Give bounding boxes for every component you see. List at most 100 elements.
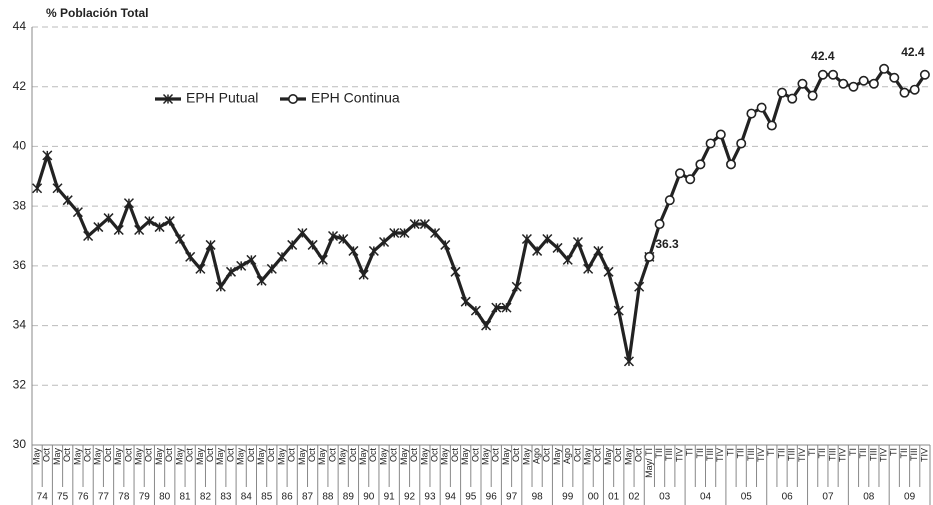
point: [154, 222, 165, 233]
point: [42, 150, 53, 161]
data-label: 42.4: [811, 49, 835, 63]
x-tick-label: TI: [848, 448, 858, 456]
group-label: 86: [282, 492, 294, 503]
x-tick-label: TIII: [746, 448, 756, 461]
x-tick-label: Oct: [613, 448, 623, 463]
point: [879, 63, 890, 74]
point: [287, 239, 298, 250]
point: [103, 213, 114, 224]
x-tick-label: TIV: [715, 448, 725, 462]
x-tick-label: TI: [766, 448, 776, 456]
point: [726, 159, 737, 170]
group-label: 77: [98, 492, 110, 503]
x-tick-label: TII: [736, 448, 746, 459]
group-label: 87: [302, 492, 314, 503]
series-line: [647, 67, 927, 258]
x-tick-label: May: [195, 448, 205, 466]
point: [338, 233, 349, 245]
x-tick-label: Oct: [429, 448, 439, 463]
point: [674, 168, 685, 179]
point: [32, 183, 43, 194]
x-tick-label: May: [440, 448, 450, 466]
x-tick-label: Oct: [572, 448, 582, 463]
point: [848, 81, 859, 92]
point: [215, 281, 226, 292]
point: [756, 102, 767, 113]
x-tick-label: TIV: [674, 448, 684, 462]
y-tick-label: 32: [13, 377, 27, 391]
point: [368, 245, 379, 256]
point: [409, 219, 420, 230]
group-label: 79: [139, 492, 151, 503]
group-label: 02: [629, 492, 641, 503]
x-tick-label: May: [460, 448, 470, 466]
point: [521, 233, 532, 245]
x-tick-label: May: [52, 448, 62, 466]
point: [593, 245, 604, 256]
y-tick-label: 30: [13, 437, 27, 451]
x-tick-label: TII: [654, 448, 664, 459]
x-tick-label: May: [399, 448, 409, 466]
point: [379, 236, 390, 248]
x-tick-label: Oct: [511, 448, 521, 463]
group-label: 74: [37, 492, 49, 503]
group-label: 82: [200, 492, 212, 503]
group-label: 04: [700, 492, 712, 503]
x-tick-label: Oct: [103, 448, 113, 463]
x-tick-label: May: [501, 448, 511, 466]
point: [287, 94, 298, 105]
x-tick-label: May: [583, 448, 593, 466]
x-tick-label: Oct: [450, 448, 460, 463]
x-tick-label: Oct: [409, 448, 419, 463]
x-tick-label: TIV: [838, 448, 848, 462]
point: [889, 72, 900, 83]
x-tick-label: Oct: [287, 448, 297, 463]
point: [399, 227, 410, 239]
x-tick-label: May: [174, 448, 184, 466]
group-label: 03: [659, 492, 671, 503]
point: [174, 233, 185, 245]
point: [307, 239, 318, 250]
point: [134, 224, 145, 236]
point: [572, 236, 583, 248]
point: [787, 93, 798, 104]
point: [430, 227, 441, 239]
x-tick-label: Oct: [634, 448, 644, 463]
group-label: 85: [261, 492, 273, 503]
group-label: 81: [180, 492, 192, 503]
point: [266, 263, 277, 274]
group-label: 75: [57, 492, 69, 503]
x-tick-label: Oct: [266, 448, 276, 463]
point: [185, 251, 196, 262]
point: [695, 159, 706, 170]
group-label: 80: [159, 492, 171, 503]
point: [450, 266, 461, 277]
point: [868, 78, 879, 89]
x-tick-label: Ago: [562, 448, 572, 464]
x-tick-label: Oct: [42, 448, 52, 463]
point: [838, 78, 849, 89]
y-axis-title: % Población Total: [46, 6, 148, 20]
point: [705, 138, 716, 149]
group-label: 94: [445, 492, 457, 503]
x-tick-label: May: [236, 448, 246, 466]
point: [685, 174, 696, 185]
x-tick-label: Oct: [164, 448, 174, 463]
x-tick-label: May: [521, 448, 531, 466]
point: [623, 356, 634, 367]
point: [552, 242, 563, 253]
group-label: 99: [562, 492, 574, 503]
group-label: 08: [863, 492, 875, 503]
point: [93, 222, 104, 233]
x-tick-label: Oct: [593, 448, 603, 463]
x-tick-label: May: [113, 448, 123, 466]
group-label: 93: [424, 492, 436, 503]
x-tick-label: Oct: [225, 448, 235, 463]
point: [164, 216, 175, 227]
x-tick-label: TI: [725, 448, 735, 456]
point: [777, 87, 788, 98]
point: [746, 108, 757, 119]
point: [144, 216, 155, 227]
x-tick-label: TI: [889, 448, 899, 456]
group-label: 83: [220, 492, 232, 503]
